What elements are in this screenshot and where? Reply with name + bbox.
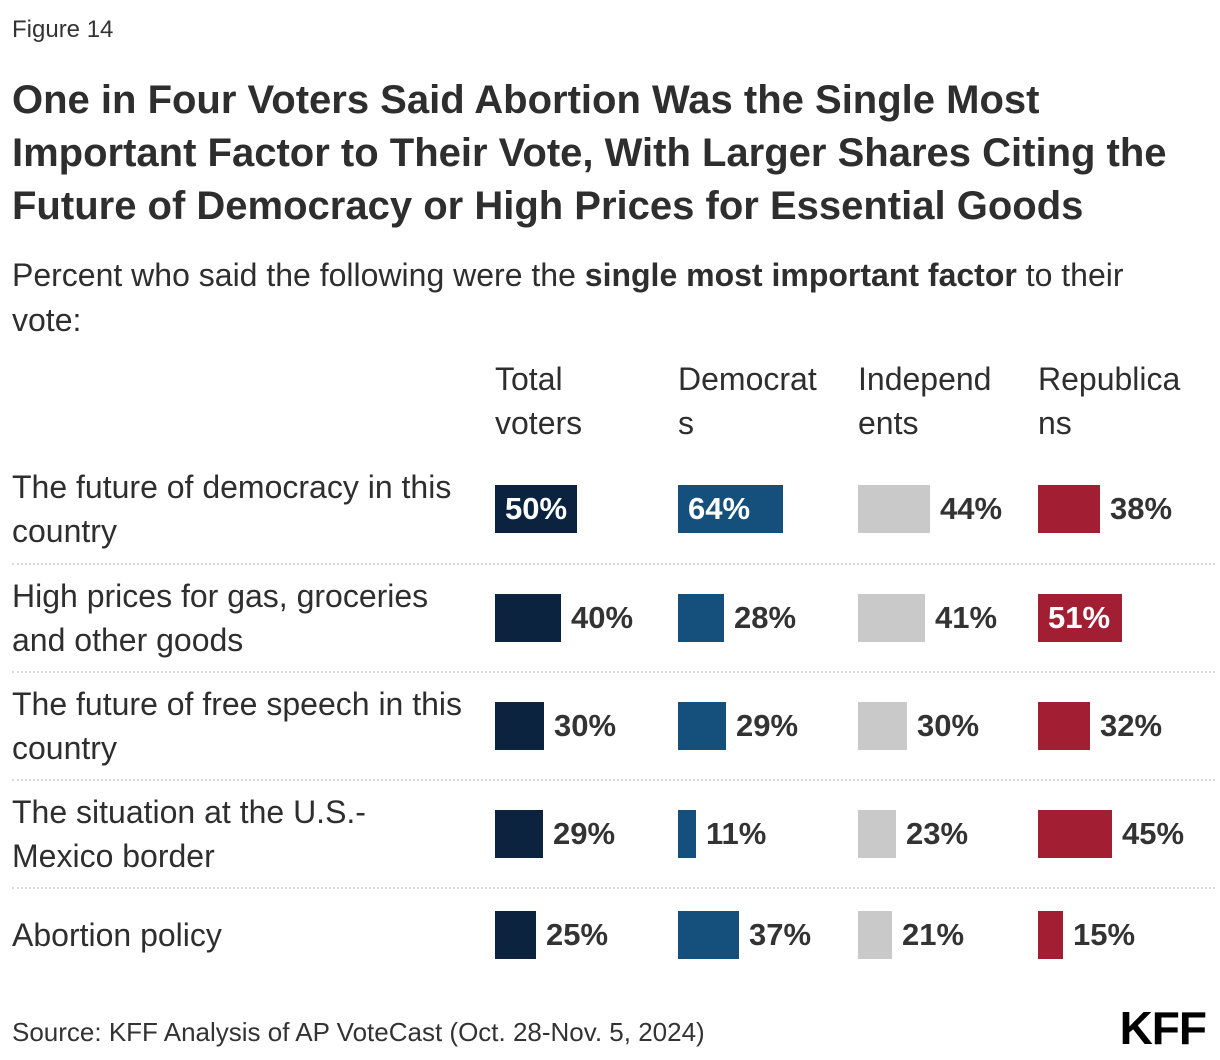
bar-republicans (1038, 702, 1090, 750)
chart-row-high-prices: High prices for gas, groceries and other… (12, 563, 1215, 671)
chart-header-row: Total voters Democrats Independents Repu… (12, 357, 1215, 449)
column-header-total-voters: Total voters (495, 361, 583, 441)
bar-total-voters (495, 810, 543, 858)
bar-chart: Total voters Democrats Independents Repu… (12, 357, 1215, 981)
bar-cell: 32% (1038, 673, 1215, 779)
bar-cell: 30% (858, 673, 1038, 779)
bar-value-label: 15% (1073, 917, 1136, 952)
bar-democrats (678, 702, 726, 750)
column-header-democrats: Democrats (678, 361, 817, 441)
bar-independents (858, 810, 896, 858)
bar-cell: 21% (858, 889, 1038, 981)
bar-total-voters: 50% (495, 485, 577, 533)
bar-value-label: 32% (1100, 708, 1163, 743)
bar-value-label: 41% (935, 600, 998, 635)
figure-label: Figure 14 (12, 16, 114, 43)
bar-cell: 29% (678, 673, 858, 779)
bar-value-label: 29% (553, 816, 616, 851)
bar-value-label: 21% (902, 917, 965, 952)
bar-value-label: 29% (736, 708, 799, 743)
bar-value-label: 11% (706, 816, 767, 851)
bar-cell: 40% (495, 565, 678, 671)
bar-cell: 23% (858, 781, 1038, 887)
chart-row-democracy: The future of democracy in this country … (12, 455, 1215, 563)
bar-value-label: 45% (1122, 816, 1185, 851)
bar-value-label: 28% (734, 600, 797, 635)
chart-subtitle: Percent who said the following were the … (12, 253, 1172, 343)
bar-republicans (1038, 485, 1100, 533)
bar-value-label: 38% (1110, 491, 1173, 526)
chart-row-border: The situation at the U.S.-Mexico border … (12, 779, 1215, 887)
bar-cell: 29% (495, 781, 678, 887)
bar-value-label: 40% (571, 600, 634, 635)
bar-democrats (678, 594, 724, 642)
bar-cell: 50% (495, 455, 678, 563)
bar-value-label: 37% (749, 917, 812, 952)
subtitle-suffix: to their vote: (12, 257, 1124, 338)
bar-value-label: 44% (940, 491, 1003, 526)
bar-value-label: 64% (688, 491, 751, 526)
bar-republicans (1038, 911, 1063, 959)
figure-page: Figure 14 One in Four Voters Said Aborti… (12, 16, 1215, 1051)
category-label: Abortion policy (12, 917, 222, 953)
bar-independents (858, 911, 892, 959)
category-label: High prices for gas, groceries and other… (12, 578, 429, 658)
bar-cell: 15% (1038, 889, 1215, 981)
bar-cell: 41% (858, 565, 1038, 671)
bar-cell: 38% (1038, 455, 1215, 563)
bar-cell: 28% (678, 565, 858, 671)
bar-republicans: 51% (1038, 594, 1122, 642)
bar-republicans (1038, 810, 1112, 858)
bar-value-label: 25% (546, 917, 609, 952)
kff-logo: KFF (1119, 1002, 1207, 1054)
chart-row-free-speech: The future of free speech in this countr… (12, 671, 1215, 779)
bar-cell: 45% (1038, 781, 1215, 887)
bar-independents (858, 485, 930, 533)
bar-total-voters (495, 911, 536, 959)
category-label: The future of democracy in this country (12, 469, 452, 549)
bar-cell: 25% (495, 889, 678, 981)
category-label: The situation at the U.S.-Mexico border (12, 794, 366, 874)
bar-cell: 51% (1038, 565, 1215, 671)
footer: Source: KFF Analysis of AP VoteCast (Oct… (12, 1002, 1207, 1054)
bar-democrats (678, 810, 696, 858)
bar-cell: 64% (678, 455, 858, 563)
bar-value-label: 23% (906, 816, 969, 851)
bar-value-label: 51% (1048, 600, 1111, 635)
bar-independents (858, 702, 907, 750)
bar-value-label: 30% (554, 708, 617, 743)
subtitle-prefix: Percent who said the following were the (12, 257, 585, 293)
category-label: The future of free speech in this countr… (12, 686, 463, 766)
bar-total-voters (495, 594, 561, 642)
bar-independents (858, 594, 925, 642)
source-note: Source: KFF Analysis of AP VoteCast (Oct… (12, 1017, 705, 1047)
bar-cell: 11% (678, 781, 858, 887)
chart-title: One in Four Voters Said Abortion Was the… (12, 78, 1167, 228)
bar-cell: 44% (858, 455, 1038, 563)
bar-value-label: 50% (505, 491, 568, 526)
column-header-republicans: Republicans (1038, 361, 1181, 441)
bar-total-voters (495, 702, 544, 750)
column-header-independents: Independents (858, 361, 992, 441)
bar-cell: 37% (678, 889, 858, 981)
bar-value-label: 30% (917, 708, 980, 743)
subtitle-bold: single most important factor (584, 257, 1017, 293)
chart-row-abortion: Abortion policy 25% 37% 21% 15% (12, 887, 1215, 981)
bar-democrats: 64% (678, 485, 783, 533)
bar-democrats (678, 911, 739, 959)
bar-cell: 30% (495, 673, 678, 779)
